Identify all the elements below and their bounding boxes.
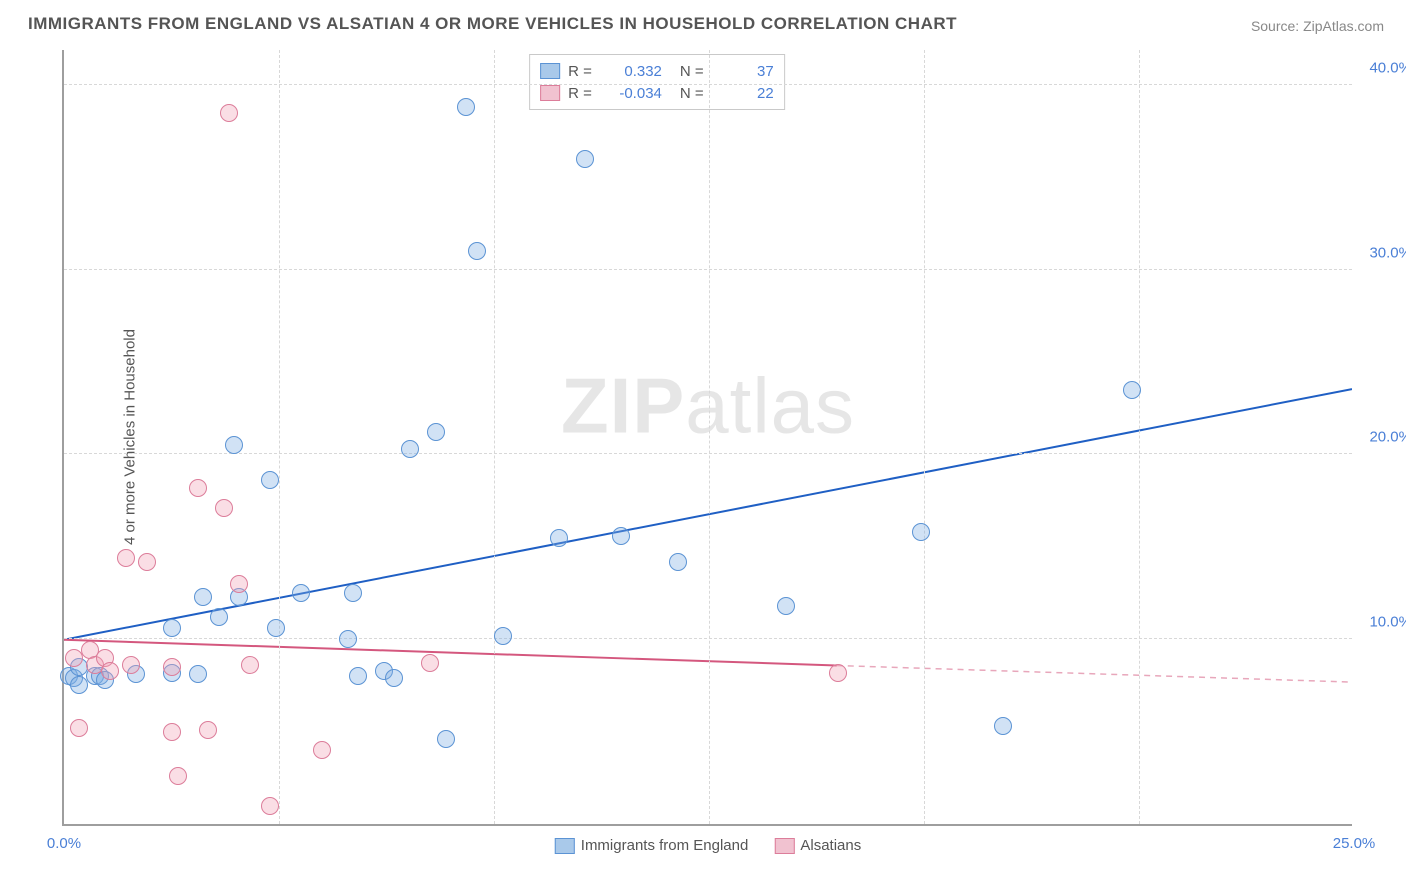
x-tick-label: 25.0% [1333, 835, 1376, 852]
r-value-blue: 0.332 [606, 63, 662, 80]
data-point [385, 669, 403, 687]
data-point [189, 479, 207, 497]
data-point [199, 721, 217, 739]
data-point [669, 553, 687, 571]
data-point [829, 664, 847, 682]
n-value-pink: 22 [718, 85, 774, 102]
data-point [313, 741, 331, 759]
legend-swatch-blue-2 [555, 838, 575, 854]
plot-area: 4 or more Vehicles in Household ZIPatlas… [62, 50, 1352, 826]
legend-swatch-pink-2 [774, 838, 794, 854]
series-legend: Immigrants from England Alsatians [555, 837, 861, 854]
data-point [777, 597, 795, 615]
chart-title: IMMIGRANTS FROM ENGLAND VS ALSATIAN 4 OR… [28, 14, 957, 34]
data-point [612, 527, 630, 545]
y-tick-label: 20.0% [1369, 429, 1406, 446]
data-point [70, 719, 88, 737]
y-tick-label: 30.0% [1369, 244, 1406, 261]
data-point [194, 588, 212, 606]
data-point [210, 608, 228, 626]
x-tick-label: 0.0% [47, 835, 81, 852]
data-point [437, 730, 455, 748]
watermark: ZIPatlas [561, 361, 855, 452]
data-point [169, 767, 187, 785]
data-point [241, 656, 259, 674]
y-axis-label: 4 or more Vehicles in Household [121, 329, 138, 545]
data-point [122, 656, 140, 674]
data-point [576, 150, 594, 168]
data-point [267, 619, 285, 637]
y-tick-label: 40.0% [1369, 59, 1406, 76]
data-point [421, 654, 439, 672]
data-point [468, 242, 486, 260]
data-point [138, 553, 156, 571]
data-point [189, 665, 207, 683]
data-point [494, 627, 512, 645]
legend-swatch-pink [540, 85, 560, 101]
correlation-legend: R = 0.332 N = 37 R = -0.034 N = 22 [529, 54, 785, 110]
data-point [401, 440, 419, 458]
legend-swatch-blue [540, 63, 560, 79]
data-point [163, 658, 181, 676]
data-point [344, 584, 362, 602]
data-point [994, 717, 1012, 735]
data-point [225, 436, 243, 454]
data-point [349, 667, 367, 685]
data-point [912, 523, 930, 541]
n-value-blue: 37 [718, 63, 774, 80]
data-point [230, 575, 248, 593]
data-point [215, 499, 233, 517]
data-point [261, 797, 279, 815]
source-label: Source: ZipAtlas.com [1251, 18, 1384, 34]
r-value-pink: -0.034 [606, 85, 662, 102]
data-point [550, 529, 568, 547]
y-tick-label: 10.0% [1369, 614, 1406, 631]
data-point [427, 423, 445, 441]
data-point [220, 104, 238, 122]
data-point [163, 619, 181, 637]
data-point [261, 471, 279, 489]
data-point [292, 584, 310, 602]
data-point [339, 630, 357, 648]
data-point [117, 549, 135, 567]
data-point [163, 723, 181, 741]
data-point [457, 98, 475, 116]
data-point [1123, 381, 1141, 399]
data-point [101, 662, 119, 680]
trend-lines [64, 50, 1352, 824]
